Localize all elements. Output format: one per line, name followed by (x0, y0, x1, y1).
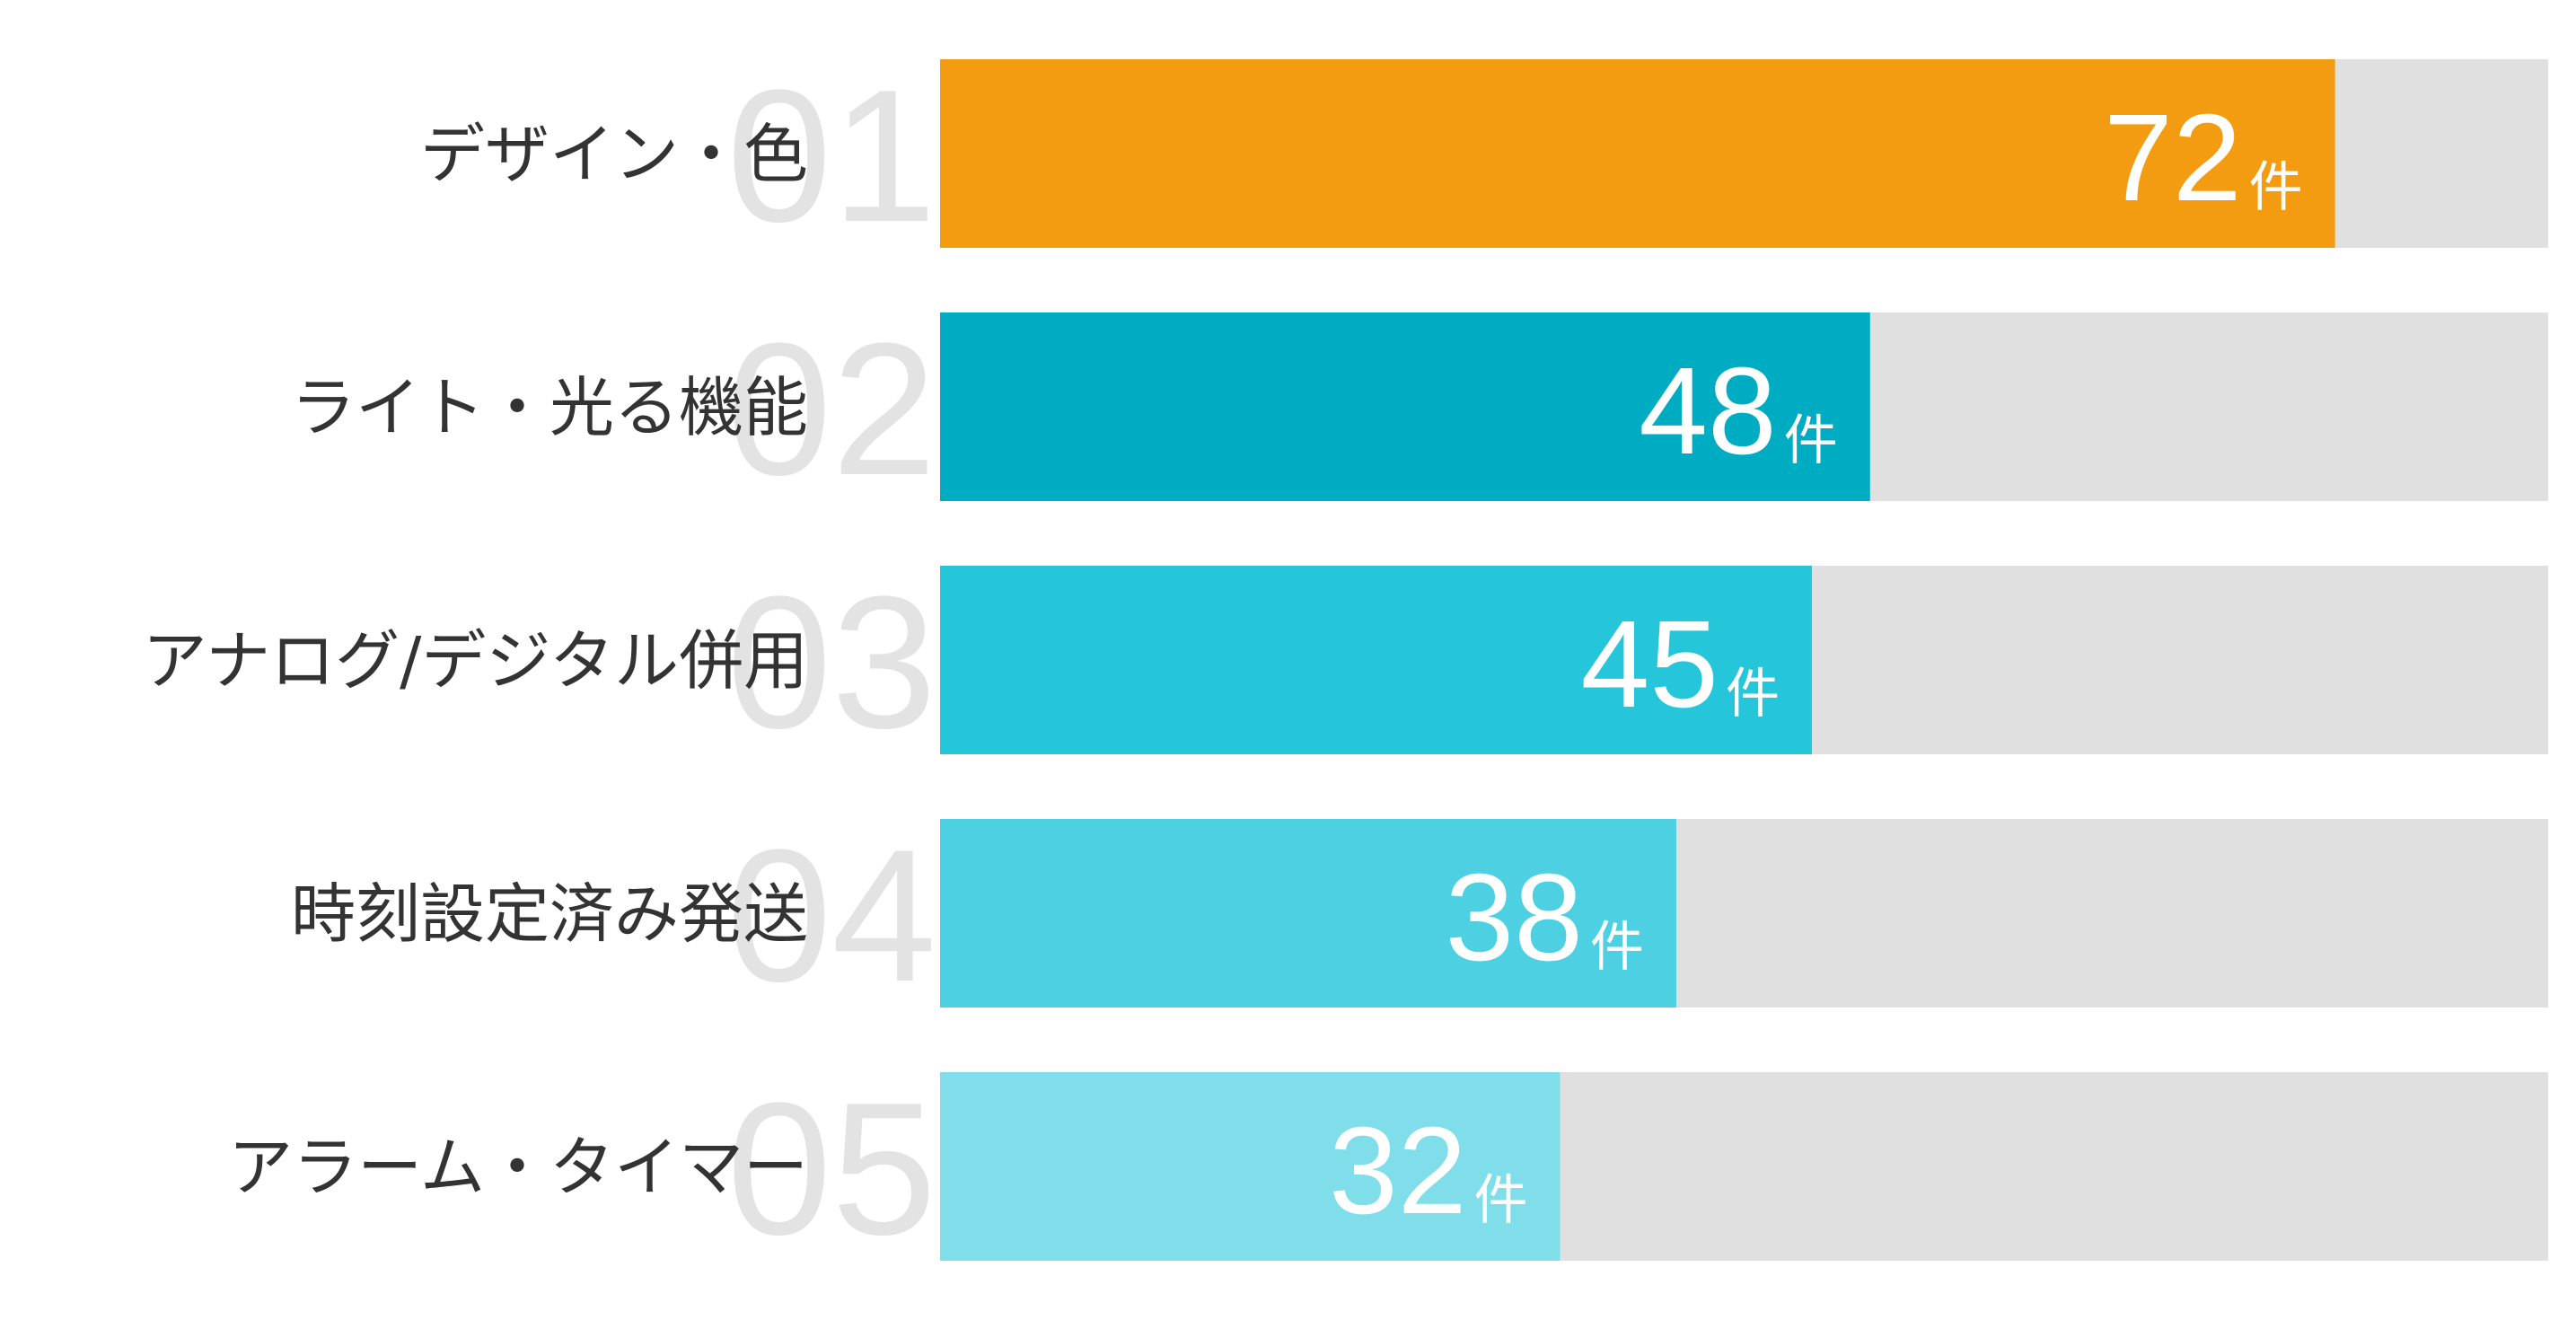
value-unit: 件 (1784, 410, 1838, 471)
rank-number: 03 (726, 557, 936, 768)
bar (940, 1072, 1561, 1261)
value-number: 45 (1581, 595, 1719, 734)
value-unit: 件 (1474, 1170, 1528, 1230)
value-unit: 件 (1726, 664, 1780, 724)
bar (940, 59, 2335, 248)
value-unit: 件 (2249, 157, 2303, 217)
value-number: 32 (1329, 1102, 1467, 1240)
rank-number: 02 (726, 304, 936, 515)
rank-number: 01 (726, 50, 936, 261)
bar (940, 819, 1676, 1008)
value-unit: 件 (1590, 917, 1644, 977)
value-number: 72 (2104, 89, 2242, 227)
bar (940, 566, 1813, 754)
value-label: 72 件 (2104, 89, 2303, 227)
category-label: アラーム・タイマー (228, 1130, 808, 1205)
category-label: 時刻設定済み発送 (291, 876, 808, 952)
value-label: 48 件 (1639, 342, 1838, 480)
category-label: ライト・光る機能 (291, 370, 808, 445)
category-label: アナログ/デジタル併用 (143, 623, 808, 699)
value-label: 32 件 (1329, 1102, 1528, 1240)
rank-number: 04 (726, 810, 936, 1021)
category-label: デザイン・色 (420, 117, 808, 192)
value-label: 45 件 (1581, 595, 1780, 734)
bar (940, 312, 1870, 501)
value-number: 48 (1639, 342, 1777, 480)
rank-number: 05 (726, 1063, 936, 1274)
value-number: 38 (1445, 849, 1583, 987)
value-label: 38 件 (1445, 849, 1644, 987)
